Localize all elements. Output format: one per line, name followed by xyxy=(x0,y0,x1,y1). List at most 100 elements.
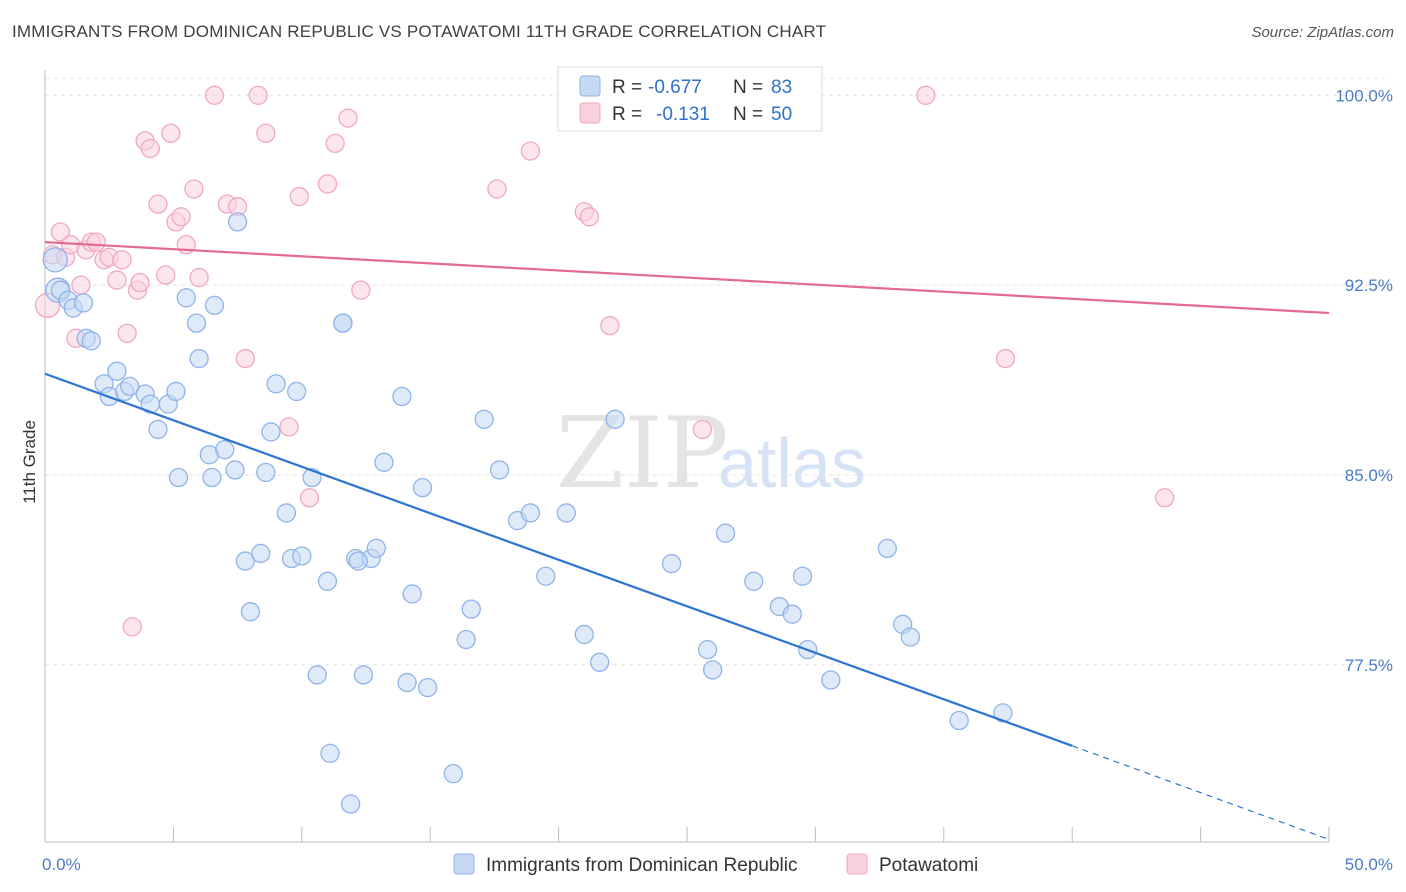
point-series-0-27 xyxy=(227,212,248,232)
legend-n-value-2: 50 xyxy=(771,104,792,125)
point-series-0-50 xyxy=(392,386,412,407)
y-tick-label-2: 85.0% xyxy=(1345,466,1393,485)
point-series-0-66 xyxy=(605,409,625,429)
point-series-1-26 xyxy=(184,179,204,199)
chart-title: IMMIGRANTS FROM DOMINICAN REPUBLIC VS PO… xyxy=(12,22,827,41)
point-series-1-12 xyxy=(107,270,127,290)
point-series-0-39 xyxy=(307,665,327,685)
legend-n-label-2: N = xyxy=(733,104,763,125)
point-series-1-22 xyxy=(161,123,181,143)
point-series-1-9 xyxy=(86,232,107,252)
point-series-0-64 xyxy=(574,624,594,645)
stats-legend: R = -0.677 N = 83 R = -0.131 N = 50 xyxy=(557,66,823,132)
point-series-1-36 xyxy=(299,488,320,508)
legend-n-value-1: 83 xyxy=(771,77,792,98)
point-series-0-53 xyxy=(412,477,433,498)
trend-lines xyxy=(44,241,1330,841)
point-series-0-40 xyxy=(317,571,338,591)
axes xyxy=(44,70,1330,843)
point-series-1-31 xyxy=(235,348,255,369)
point-series-0-29 xyxy=(240,602,261,622)
legend-r-value-2: -0.131 xyxy=(656,104,710,125)
point-series-1-17 xyxy=(130,272,150,293)
point-series-1-27 xyxy=(189,267,209,288)
point-series-0-25 xyxy=(215,440,235,460)
point-series-0-19 xyxy=(168,467,189,488)
point-series-0-37 xyxy=(292,546,312,566)
point-series-1-37 xyxy=(317,174,338,194)
y-tick-labels: 100.0% 92.5% 85.0% 77.5% xyxy=(1335,86,1393,675)
point-series-0-21 xyxy=(189,348,209,369)
point-series-0-43 xyxy=(333,313,353,333)
point-series-0-26 xyxy=(225,460,245,480)
watermark-zip: ZIP xyxy=(556,397,729,511)
point-series-0-51 xyxy=(397,672,417,693)
y-tick-label-0: 100.0% xyxy=(1335,86,1393,105)
point-series-0-30 xyxy=(251,543,271,564)
series-legend-swatch-2 xyxy=(846,853,868,875)
point-series-0-44 xyxy=(340,794,361,814)
x-tick-labels: 0.0% 50.0% xyxy=(42,855,1393,874)
legend-swatch-pink xyxy=(579,102,601,124)
trend-line-0 xyxy=(44,372,1073,747)
y-axis-title: 11th Grade xyxy=(20,420,39,504)
series-legend-label-1: Immigrants from Dominican Republic xyxy=(486,855,798,876)
point-series-1-49 xyxy=(1154,488,1175,508)
point-series-1-47 xyxy=(916,85,936,105)
point-series-0-17 xyxy=(166,381,186,402)
point-series-0-69 xyxy=(703,660,723,680)
point-series-0-57 xyxy=(461,599,481,619)
point-series-0-52 xyxy=(402,584,422,604)
series-legend-swatch-1 xyxy=(453,853,475,875)
point-series-1-15 xyxy=(122,617,142,637)
point-series-0-68 xyxy=(697,639,718,660)
y-tick-label-3: 77.5% xyxy=(1345,656,1393,675)
point-series-1-32 xyxy=(248,85,268,105)
trend-line-1 xyxy=(44,241,1330,315)
point-series-1-6 xyxy=(71,275,91,295)
watermark-atlas: atlas xyxy=(718,424,866,502)
chart-source: Source: ZipAtlas.com xyxy=(1251,24,1394,41)
point-series-0-23 xyxy=(202,467,222,488)
point-series-0-24 xyxy=(204,295,225,316)
point-series-0-65 xyxy=(590,652,610,672)
point-series-1-45 xyxy=(600,315,620,336)
point-series-0-54 xyxy=(417,677,438,698)
x-tick-label-1: 50.0% xyxy=(1345,855,1393,874)
point-series-1-34 xyxy=(279,417,299,437)
point-series-0-58 xyxy=(474,409,494,429)
point-series-0-49 xyxy=(374,452,394,472)
point-series-0-56 xyxy=(456,629,476,650)
point-series-0-55 xyxy=(443,764,463,784)
point-series-1-28 xyxy=(204,85,225,105)
point-series-0-5 xyxy=(73,293,94,313)
point-series-1-38 xyxy=(325,133,345,154)
point-series-1-21 xyxy=(156,265,176,285)
point-series-0-59 xyxy=(489,460,510,480)
point-series-0-34 xyxy=(276,503,297,523)
point-series-0-7 xyxy=(81,331,101,351)
point-series-1-33 xyxy=(256,123,276,143)
point-series-0-67 xyxy=(661,553,682,574)
point-series-0-12 xyxy=(120,376,140,397)
point-series-0-41 xyxy=(320,743,340,764)
point-series-1-41 xyxy=(487,179,507,199)
point-series-1-2 xyxy=(50,222,71,242)
grid-lines xyxy=(45,77,1389,666)
point-series-1-13 xyxy=(112,250,132,270)
point-series-0-79 xyxy=(900,627,921,647)
point-series-1-20 xyxy=(148,194,168,214)
legend-frame xyxy=(557,66,823,132)
point-series-0-71 xyxy=(744,571,764,591)
point-series-0-77 xyxy=(877,538,897,559)
series-legend: Immigrants from Dominican Republic Potaw… xyxy=(453,853,978,876)
point-series-1-35 xyxy=(289,186,309,207)
point-series-0-18 xyxy=(176,288,196,308)
series-legend-label-2: Potawatomi xyxy=(879,855,978,876)
point-series-0-63 xyxy=(556,503,576,523)
point-series-1-19 xyxy=(140,138,160,159)
point-series-1-44 xyxy=(579,207,600,227)
point-series-0-0 xyxy=(42,247,68,273)
point-series-0-74 xyxy=(792,566,813,586)
point-series-0-76 xyxy=(821,670,841,690)
